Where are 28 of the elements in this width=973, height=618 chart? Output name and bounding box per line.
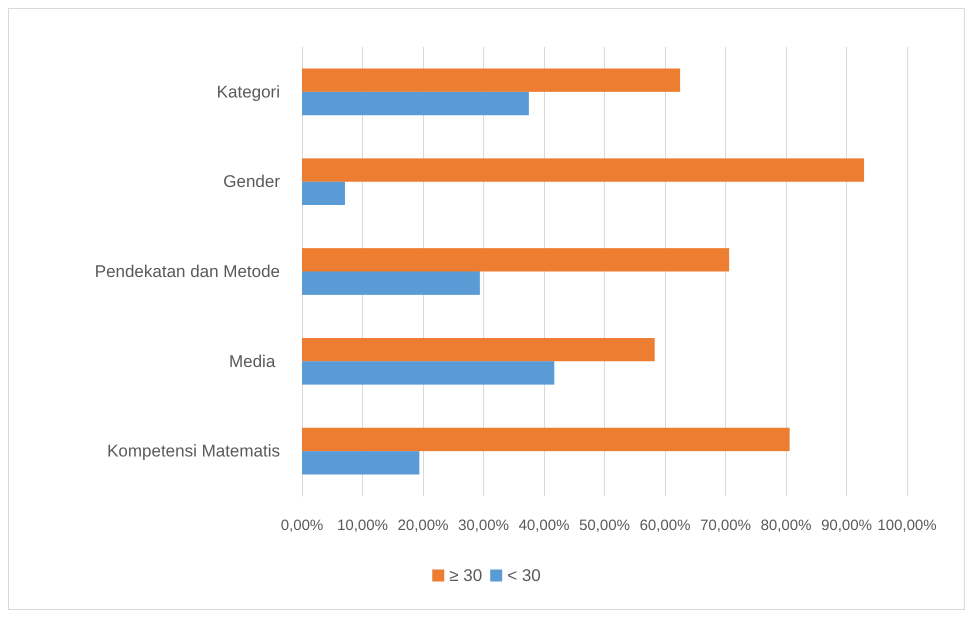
bar xyxy=(302,92,529,116)
x-tick-label: 40,00% xyxy=(518,517,570,534)
x-tick-label: 100,00% xyxy=(877,517,937,534)
bar xyxy=(302,338,655,362)
bar xyxy=(302,158,864,182)
y-tick-label: Gender xyxy=(223,172,280,192)
x-tick-label: 90,00% xyxy=(821,517,872,534)
x-tick-label: 0,00% xyxy=(280,517,324,534)
x-tick-label: 20,00% xyxy=(398,517,448,534)
x-tick-label: 50,00% xyxy=(579,517,630,534)
legend-label: < 30 xyxy=(507,566,541,585)
y-tick-label: Kategori xyxy=(216,82,280,102)
legend-label: ≥ 30 xyxy=(449,566,482,585)
bar xyxy=(302,428,790,452)
bar xyxy=(302,451,420,474)
y-tick-label: Pendekatan dan Metode xyxy=(94,262,280,281)
x-tick-label: 80,00% xyxy=(760,517,812,534)
bar xyxy=(302,248,730,272)
bar xyxy=(302,68,680,92)
x-tick-label: 10,00% xyxy=(337,517,388,534)
y-tick-label: Kompetensi Matematis xyxy=(107,442,280,461)
y-tick-label: Media xyxy=(228,352,280,371)
bar xyxy=(302,182,345,206)
x-tick-label: 60,00% xyxy=(640,517,690,534)
bar xyxy=(302,361,554,385)
x-tick-label: 30,00% xyxy=(458,517,509,534)
x-tick-label: 70,00% xyxy=(700,517,751,534)
bar xyxy=(302,272,480,295)
